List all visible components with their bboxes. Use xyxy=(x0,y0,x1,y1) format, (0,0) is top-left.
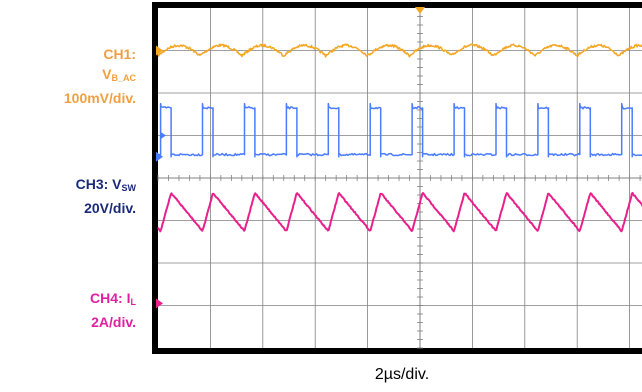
oscilloscope-screen xyxy=(140,2,642,362)
ch1-scale: 100mV/div. xyxy=(0,88,136,108)
ch3-signal: CH3: VSW xyxy=(0,174,136,198)
ch4-signal: CH4: IL xyxy=(0,288,136,312)
ch3-scale: 20V/div. xyxy=(0,198,136,218)
ch4-label: CH4: IL 2A/div. xyxy=(0,288,136,332)
ch1-label: CH1: VB_AC 100mV/div. xyxy=(0,44,136,108)
screen-background xyxy=(140,2,642,362)
ch4-scale: 2A/div. xyxy=(0,312,136,332)
timebase-label: 2µs/div. xyxy=(140,366,642,384)
ch3-label: CH3: VSW 20V/div. xyxy=(0,174,136,218)
ch1-signal: VB_AC xyxy=(0,64,136,88)
scope-grid xyxy=(140,2,642,362)
ch1-title: CH1: xyxy=(0,44,136,64)
